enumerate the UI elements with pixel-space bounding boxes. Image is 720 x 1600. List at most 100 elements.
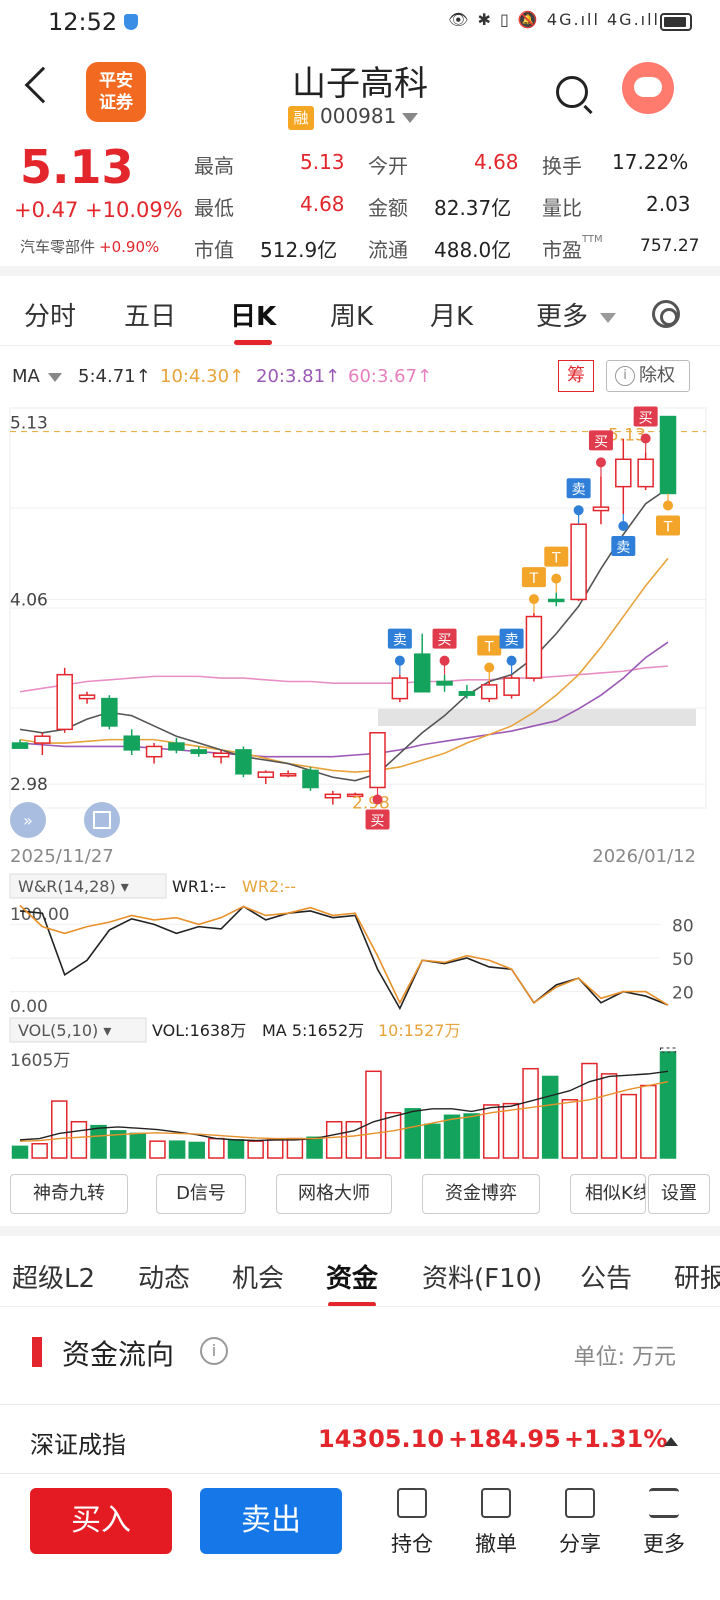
- volume-bar: [325, 1121, 343, 1159]
- buy-button[interactable]: 买入: [30, 1488, 172, 1554]
- sector-link[interactable]: 汽车零部件 +0.90%: [20, 236, 159, 257]
- fund-flow-section: 资金流向 i 单位: 万元: [0, 1306, 720, 1402]
- signal-dot: [551, 573, 562, 584]
- volume-bar: [463, 1113, 480, 1159]
- signal-label: 买: [594, 434, 608, 450]
- signal-badge: [633, 406, 658, 427]
- stock-code-selector[interactable]: 融 000981: [288, 104, 419, 130]
- tab-news[interactable]: 动态: [138, 1264, 191, 1294]
- ma60-line: [19, 665, 669, 693]
- candle-body: [592, 506, 610, 512]
- tab-announcements[interactable]: 公告: [580, 1264, 633, 1294]
- chart-period-tabs: 分时 五日 日K 周K 月K 更多: [0, 280, 720, 346]
- turnover-label: 换手: [542, 154, 582, 178]
- cancel-order-button[interactable]: 撤单: [466, 1488, 526, 1558]
- search-icon[interactable]: [556, 76, 588, 108]
- volume-bar: [286, 1137, 304, 1159]
- tab-weekly-k[interactable]: 周K: [330, 302, 374, 332]
- candle-body: [324, 793, 342, 799]
- ma20-value: 20:3.81↑: [256, 366, 341, 387]
- candle-body: [168, 742, 185, 751]
- broker-logo-text: 平安 证券: [99, 71, 133, 113]
- tool-d-signal[interactable]: D信号: [156, 1174, 246, 1214]
- stock-name: 山子高科: [292, 64, 428, 104]
- margin-badge: 融: [288, 105, 314, 130]
- tool-fund-game[interactable]: 资金博弈: [422, 1174, 540, 1214]
- signal-dot: [439, 655, 450, 666]
- ma10-value: 10:4.30↑: [160, 366, 245, 387]
- volume-bar: [31, 1143, 48, 1159]
- signal-dot: [640, 433, 651, 444]
- candle-body: [346, 793, 364, 798]
- assistant-avatar-icon[interactable]: [622, 62, 674, 114]
- tool-grid-master[interactable]: 网格大师: [276, 1174, 392, 1214]
- tool-magic-nine[interactable]: 神奇九转: [10, 1174, 128, 1214]
- section-accent: [32, 1337, 42, 1367]
- volume-projection: [660, 1047, 676, 1053]
- tool-settings[interactable]: 设置: [648, 1174, 710, 1214]
- volume-bar: [11, 1145, 29, 1159]
- pe-value: 757.27: [640, 236, 700, 256]
- volume-bar: [90, 1124, 107, 1159]
- signal-label: T: [484, 640, 494, 656]
- date-start: 2025/11/27: [10, 846, 114, 867]
- high-label: 最高: [194, 154, 234, 178]
- volume-bar: [483, 1104, 500, 1159]
- tab-funds[interactable]: 资金: [326, 1258, 378, 1307]
- vol-ma10-line: [19, 1080, 669, 1142]
- broker-logo[interactable]: 平安 证券: [86, 62, 146, 122]
- tab-super-l2[interactable]: 超级L2: [12, 1264, 96, 1294]
- tab-intraday[interactable]: 分时: [24, 302, 77, 332]
- share-button[interactable]: 分享: [550, 1488, 610, 1558]
- ex-rights-button[interactable]: 除权: [606, 360, 690, 392]
- tab-daily-k[interactable]: 日K: [230, 296, 276, 345]
- tab-more[interactable]: 更多: [536, 296, 617, 333]
- positions-button[interactable]: 持仓: [382, 1488, 442, 1558]
- volume-bar: [149, 1140, 166, 1159]
- ma5-line: [19, 487, 669, 782]
- index-ticker[interactable]: 深证成指 14305.10 +184.95 +1.31%: [0, 1404, 720, 1474]
- ma-selector[interactable]: MA: [12, 366, 62, 387]
- vol-ma10-text: 10:1527万: [378, 1021, 460, 1040]
- open-label: 今开: [368, 154, 408, 178]
- info-tabs: 超级L2 动态 机会 资金 资料(F10) 公告 研报: [0, 1238, 720, 1307]
- vol-text: VOL:1638万: [152, 1021, 246, 1040]
- kline-chart[interactable]: 5.134.062.985.132.98买卖买 T 卖TT卖买卖买T»2025/11…: [0, 396, 720, 1172]
- chevron-down-icon: [402, 112, 419, 123]
- menu-icon: [649, 1488, 679, 1518]
- candle-body: [302, 769, 319, 789]
- current-price: 5.13: [20, 140, 134, 194]
- index-name: 深证成指: [30, 1431, 126, 1459]
- signal-label: 卖: [616, 540, 630, 556]
- more-button[interactable]: 更多: [634, 1488, 694, 1558]
- candle-body: [190, 749, 208, 755]
- candle-body: [145, 745, 163, 758]
- signal-badge: [477, 635, 502, 656]
- chevron-up-icon[interactable]: [664, 1437, 678, 1446]
- chart-settings-gear-icon[interactable]: [652, 300, 680, 328]
- tab-research[interactable]: 研报: [674, 1264, 720, 1294]
- index-change: +184.95: [448, 1425, 561, 1453]
- candle-body: [235, 749, 252, 775]
- sell-button[interactable]: 卖出: [200, 1488, 342, 1554]
- tab-monthly-k[interactable]: 月K: [430, 302, 474, 332]
- info-icon[interactable]: i: [200, 1337, 228, 1365]
- chip-distribution-button[interactable]: 筹: [558, 360, 594, 392]
- expand-left-icon: [10, 802, 46, 838]
- signal-label: 买: [639, 410, 653, 426]
- tab-f10[interactable]: 资料(F10): [422, 1264, 543, 1294]
- volume-bar: [208, 1137, 225, 1159]
- ma5-value: 5:4.71↑: [78, 366, 151, 387]
- shield-icon: [124, 14, 138, 30]
- wr2-line: [19, 904, 669, 1006]
- quote-panel: 5.13 +0.47 +10.09% 汽车零部件 +0.90% 最高 5.13 今…: [0, 140, 720, 266]
- volume-bar: [541, 1075, 559, 1159]
- tab-five-day[interactable]: 五日: [124, 302, 177, 332]
- index-value: 14305.10: [318, 1425, 445, 1453]
- signal-badge: [365, 809, 390, 830]
- volume-bar: [384, 1111, 402, 1159]
- volume-bar: [365, 1070, 382, 1159]
- tool-similar-k[interactable]: 相似K线: [570, 1174, 646, 1214]
- tab-opportunity[interactable]: 机会: [232, 1264, 285, 1294]
- candle-body: [212, 752, 230, 758]
